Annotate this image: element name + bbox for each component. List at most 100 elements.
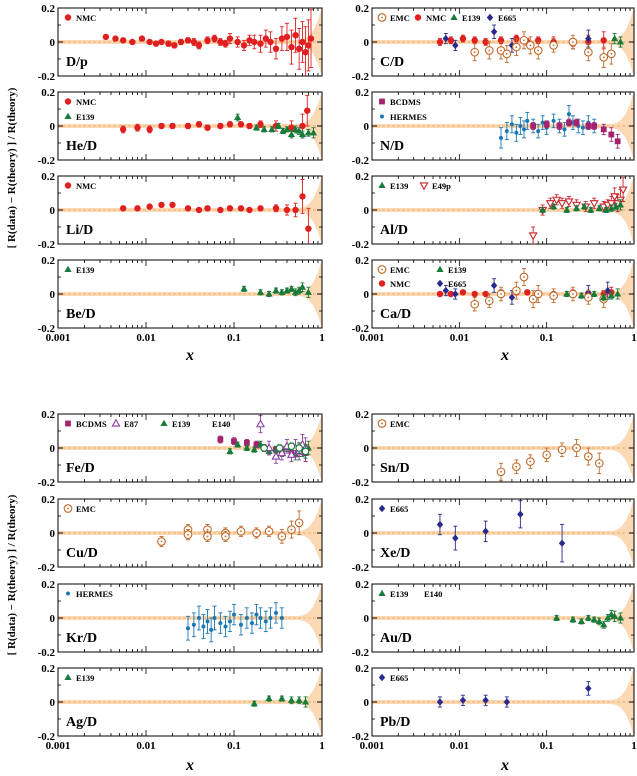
y-tick-label: 0 bbox=[50, 121, 56, 133]
data-point bbox=[309, 129, 318, 136]
data-point bbox=[566, 112, 571, 117]
data-point bbox=[217, 206, 224, 214]
legend-label-nmc: NMC bbox=[76, 13, 96, 23]
data-point bbox=[447, 290, 455, 298]
series-e139 bbox=[611, 33, 625, 48]
data-point bbox=[169, 122, 176, 130]
data-point bbox=[291, 288, 300, 295]
data-point bbox=[452, 534, 459, 542]
panel-cud: 0.2 0 -0.2 EMC Cu/D bbox=[38, 494, 323, 574]
legend-label-e139: E139 bbox=[76, 673, 94, 683]
series-e665 bbox=[436, 681, 592, 708]
y-tick-label: -0.2 bbox=[352, 731, 370, 743]
legend-label-nmc: NMC bbox=[76, 97, 96, 107]
data-point bbox=[286, 449, 297, 458]
data-point-center bbox=[529, 44, 532, 47]
x-tick-label: 0.1 bbox=[540, 332, 554, 344]
data-point bbox=[257, 40, 264, 47]
data-point bbox=[452, 41, 459, 50]
data-point bbox=[244, 616, 249, 620]
panel-label: Au/D bbox=[380, 631, 412, 646]
data-point bbox=[509, 122, 514, 127]
legend-marker-nmc bbox=[414, 14, 422, 21]
data-point bbox=[196, 616, 201, 620]
data-point bbox=[580, 125, 585, 130]
data-point bbox=[268, 125, 276, 132]
data-point bbox=[611, 34, 619, 42]
data-point bbox=[304, 288, 312, 295]
legend-label-e139: E139 bbox=[390, 181, 408, 191]
legend-label-nmc: NMC bbox=[390, 279, 410, 289]
y-tick-label: -0.2 bbox=[352, 562, 370, 574]
data-point bbox=[158, 122, 165, 130]
y-tick-label: 0 bbox=[364, 613, 370, 625]
panel-hed: 0.2 0 -0.2 NMC E139 He/D bbox=[38, 87, 323, 167]
data-point bbox=[226, 35, 234, 42]
data-point bbox=[267, 38, 274, 46]
legend-label-emc: EMC bbox=[390, 13, 410, 23]
data-point bbox=[190, 38, 198, 46]
data-point bbox=[572, 204, 581, 211]
legend-label-e139: E139 bbox=[390, 589, 408, 599]
y-tick-label: -0.2 bbox=[38, 562, 56, 574]
legend: NMC bbox=[64, 13, 96, 23]
data-point bbox=[138, 35, 146, 42]
y-tick-label: 0.2 bbox=[41, 171, 55, 183]
data-point bbox=[265, 694, 273, 702]
data-point bbox=[459, 289, 467, 296]
data-point bbox=[595, 617, 603, 624]
y-tick-label: 0 bbox=[50, 205, 56, 217]
y-tick-label: 0.2 bbox=[41, 494, 55, 506]
legend: HERMES bbox=[66, 589, 113, 599]
data-point bbox=[250, 445, 258, 453]
data-point bbox=[442, 286, 450, 295]
series-bcdms bbox=[530, 118, 621, 149]
data-point bbox=[195, 42, 203, 49]
data-point bbox=[134, 124, 141, 131]
data-point bbox=[218, 621, 223, 626]
data-point bbox=[304, 107, 311, 114]
data-point-center bbox=[552, 294, 555, 297]
y-tick-label: -0.2 bbox=[38, 477, 56, 489]
legend-marker-bcdms bbox=[379, 98, 385, 105]
legend: EMC bbox=[63, 504, 96, 514]
series-hermes bbox=[185, 602, 284, 643]
data-point bbox=[459, 35, 467, 42]
data-point bbox=[563, 290, 571, 297]
data-point bbox=[525, 118, 530, 123]
data-point-center bbox=[500, 49, 502, 52]
data-point bbox=[295, 45, 303, 52]
data-point bbox=[278, 694, 286, 702]
y-tick-label: -0.2 bbox=[38, 647, 56, 659]
series-emc bbox=[496, 439, 604, 481]
data-point-center bbox=[473, 303, 476, 306]
data-point bbox=[119, 37, 127, 44]
data-point bbox=[184, 37, 192, 44]
data-point-center bbox=[537, 293, 540, 295]
series-nmc bbox=[119, 178, 312, 244]
data-point bbox=[279, 127, 287, 134]
data-point bbox=[471, 37, 478, 44]
y-tick-label: 0 bbox=[364, 697, 370, 709]
data-point bbox=[292, 32, 299, 39]
legend-label-emc: EMC bbox=[76, 504, 96, 514]
legend-label-e665: E665 bbox=[448, 279, 466, 289]
legend-label-bcdms: BCDMS bbox=[76, 419, 107, 429]
data-point bbox=[260, 125, 268, 132]
data-point bbox=[614, 138, 621, 145]
y-axis-title-top: [ R(data) − R(theory) ] / R(theory) bbox=[6, 87, 18, 248]
data-point bbox=[169, 201, 176, 209]
legend-label-e140: E140 bbox=[212, 419, 230, 429]
panel-xed: 0.2 0 -0.2 E665 Xe/D bbox=[352, 494, 635, 574]
data-point bbox=[119, 126, 127, 133]
data-point bbox=[556, 123, 563, 129]
x-tick-label: 0.001 bbox=[46, 332, 71, 344]
data-point bbox=[549, 202, 558, 210]
data-point bbox=[283, 125, 291, 132]
data-point bbox=[185, 626, 190, 631]
series-e139 bbox=[240, 282, 312, 298]
series-nmc bbox=[102, 9, 315, 76]
data-point bbox=[268, 616, 273, 620]
panel-label: Li/D bbox=[66, 223, 93, 238]
data-point bbox=[278, 288, 286, 295]
